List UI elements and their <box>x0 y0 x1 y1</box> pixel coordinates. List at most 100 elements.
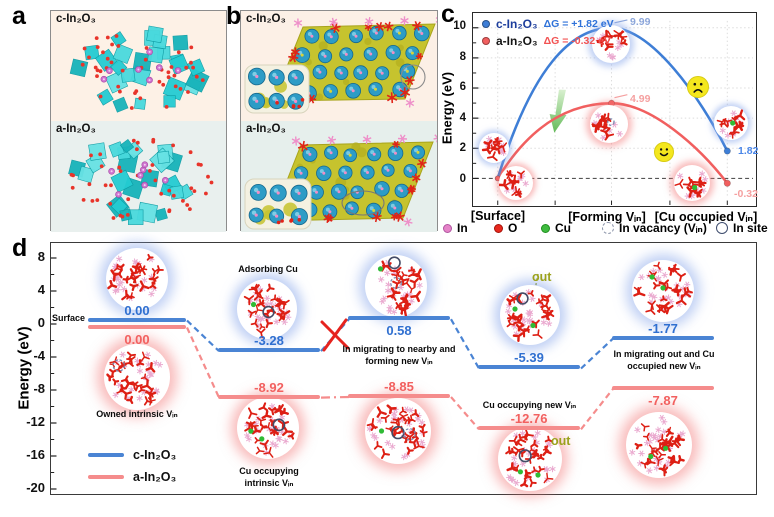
crystal-structure-image <box>500 285 560 345</box>
panel-d-y-tick-label: 4 <box>37 282 45 297</box>
c-in2o3-delta-g: ΔG = +1.82 eV <box>543 17 614 30</box>
in-site-label: In site <box>733 221 768 235</box>
c-in2o3-marker-icon <box>482 19 490 28</box>
in-site-icon <box>716 222 728 234</box>
crystal-structure-image <box>674 165 710 201</box>
in-migrating-out-label: In migrating out and Cu occupied new Vᵢₙ <box>613 349 715 371</box>
energy-value-label: -8.85 <box>384 379 414 394</box>
o-atom-icon <box>494 223 503 233</box>
a-in2o3-polyhedra-image <box>68 137 214 225</box>
panel-b-amorphous-section: a-In₂O₃ <box>241 121 437 232</box>
energy-level-bar <box>218 348 320 353</box>
crystal-structure-image <box>626 412 692 478</box>
out-annotation-bottom: out <box>551 434 571 448</box>
a-in2o3-charge-density-image <box>244 134 437 230</box>
crystal-structure-image <box>498 166 533 200</box>
sad-face-icon <box>687 76 709 98</box>
energy-level-bar <box>348 316 450 321</box>
panel-a-amorphous-section: a-In₂O₃ <box>51 121 226 232</box>
owned-intrinsic-vin-label: Owned intrinsic Vᵢₙ <box>96 409 178 419</box>
in-migrating-nearby-label: In migrating to nearby and forming new V… <box>342 344 456 366</box>
point-value-label: 4.99 <box>630 93 651 105</box>
crystal-structure-image <box>237 279 297 339</box>
panel-d-y-tick-label: 0 <box>37 315 45 330</box>
cu-atom-label: Cu <box>555 221 571 235</box>
happy-face-icon <box>654 142 674 162</box>
energy-value-label: -8.92 <box>254 379 284 395</box>
adsorbing-cu-label: Adsorbing Cu <box>238 264 298 274</box>
in-atom-label: In <box>457 221 468 235</box>
out-annotation-top: out <box>532 270 552 284</box>
panel-a-a-in2o3-title: a-In₂O₃ <box>56 123 96 135</box>
energy-level-bar <box>478 426 580 431</box>
legend-item-o: O <box>494 221 517 235</box>
in-atom-icon <box>443 223 452 233</box>
c-in2o3-charge-density-image <box>244 16 437 114</box>
energy-value-label: 0.58 <box>386 323 412 339</box>
point-value-label: -0.32 <box>734 188 758 200</box>
crystal-structure-image <box>365 398 431 464</box>
in-vacancy-label: In vacancy (Vᵢₙ) <box>619 221 707 235</box>
panel-d-y-axis-label: Energy (eV) <box>15 326 33 410</box>
x-label-cu-occupied-vin: [Cu occupied Vᵢₙ] <box>654 210 758 224</box>
panel-c-y-tick-label: 0 <box>459 173 466 185</box>
panel-b-box: c-In₂O₃ a-In₂O₃ <box>240 10 438 232</box>
panel-d-y-tick-label: -8 <box>33 381 45 396</box>
panel-c-y-tick-label: 2 <box>459 142 466 155</box>
energy-level-bar <box>612 385 714 390</box>
panel-a-c-in2o3-title: c-In₂O₃ <box>56 13 96 25</box>
in-vacancy-icon <box>602 222 614 234</box>
panel-d-label: d <box>12 234 28 262</box>
legend-row-c-in2o3: c-In₂O₃ ΔG = +1.82 eV <box>482 15 614 32</box>
panel-c-y-tick-label: 10 <box>453 20 466 32</box>
crystal-structure-image <box>106 248 168 310</box>
crystal-structure-image <box>237 397 299 459</box>
cu-atom-icon <box>541 223 550 233</box>
a-in2o3-line-icon <box>88 475 124 479</box>
panel-d-y-tick-label: 8 <box>37 249 45 264</box>
o-atom-label: O <box>508 221 518 235</box>
a-in2o3-name: a-In₂O₃ <box>133 470 177 484</box>
energy-value-label: 0.00 <box>124 302 150 318</box>
a-in2o3-marker-icon <box>482 36 490 45</box>
energy-value-label: -12.76 <box>510 411 548 427</box>
c-in2o3-line-icon <box>88 453 124 457</box>
panel-d-y-tick-label: -16 <box>26 447 45 462</box>
c-in2o3-name: c-In₂O₃ <box>133 448 177 462</box>
energy-value-label: -7.87 <box>648 392 678 408</box>
crystal-structure-image <box>592 25 630 63</box>
panel-c-label: c <box>441 0 455 28</box>
panel-c-legend: c-In₂O₃ ΔG = +1.82 eV a-In₂O₃ ΔG = -0.32… <box>482 15 614 49</box>
point-value-label: 9.99 <box>630 16 651 28</box>
legend-row-a-in2o3: a-In₂O₃ ΔG = -0.32 eV <box>482 32 614 49</box>
panel-b-label: b <box>226 2 242 30</box>
legend-item-in: In <box>443 221 468 235</box>
panel-c-y-tick-label: 8 <box>459 50 466 63</box>
point-value-label: 1.82 <box>738 145 759 157</box>
c-in2o3-name: c-In₂O₃ <box>496 16 538 31</box>
energy-value-label: -5.39 <box>514 350 544 366</box>
panel-d-y-tick-label: -12 <box>26 414 45 429</box>
legend-item-in-vacancy: In vacancy (Vᵢₙ) <box>602 221 707 235</box>
a-in2o3-delta-g: ΔG = -0.32 eV <box>543 34 611 47</box>
panel-d-y-tick-label: -20 <box>26 480 45 495</box>
panel-d-legend: c-In₂O₃ a-In₂O₃ <box>88 444 176 488</box>
crystal-structure-image <box>365 255 427 317</box>
panel-d-chart-canvas <box>51 257 614 490</box>
panel-a-box: c-In₂O₃ a-In₂O₃ <box>50 10 227 232</box>
panel-b-a-in2o3-title: a-In₂O₃ <box>246 123 286 135</box>
cu-occupying-new-label: Cu occupying new Vᵢₙ <box>482 400 577 410</box>
energy-value-label: 0.00 <box>124 331 150 347</box>
energy-level-bar <box>612 335 714 340</box>
crystal-structure-image <box>590 105 628 143</box>
energy-level-bar <box>478 365 580 370</box>
crystal-structure-image <box>104 344 170 410</box>
legend-item-cu: Cu <box>541 221 571 235</box>
legend-item-in-site: In site <box>716 221 768 235</box>
energy-level-bar <box>88 324 186 329</box>
panel-c-y-tick-label: 6 <box>459 81 466 94</box>
a-in2o3-name: a-In₂O₃ <box>496 33 538 48</box>
cu-occupying-intrinsic-label: Cu occupying intrinsic Vᵢₙ <box>239 466 299 488</box>
energy-level-bar <box>218 394 320 399</box>
